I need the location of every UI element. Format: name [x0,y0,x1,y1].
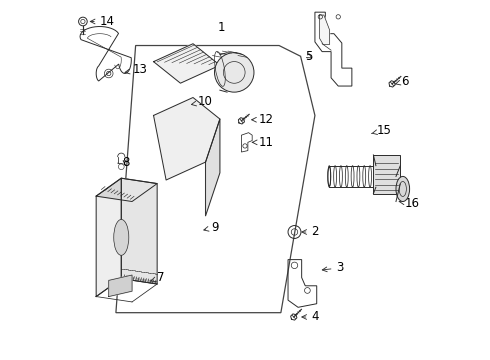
Text: 10: 10 [192,95,213,108]
Circle shape [215,53,254,92]
Text: 11: 11 [252,136,273,149]
Polygon shape [96,178,157,202]
Text: 16: 16 [399,197,419,210]
Text: 2: 2 [302,225,319,238]
Polygon shape [153,98,220,180]
Text: 1: 1 [218,21,225,34]
Polygon shape [153,44,220,83]
Polygon shape [205,119,220,216]
Text: 14: 14 [90,15,115,28]
Text: 6: 6 [395,75,409,88]
Text: 5: 5 [305,50,313,63]
Text: 15: 15 [371,124,392,137]
Text: 9: 9 [204,221,219,234]
Polygon shape [96,178,122,297]
Polygon shape [319,15,330,44]
Text: 12: 12 [252,113,273,126]
Text: 13: 13 [125,63,148,76]
Ellipse shape [396,176,410,202]
Text: 8: 8 [122,156,130,169]
Polygon shape [109,275,132,297]
Text: 4: 4 [302,310,319,324]
FancyBboxPatch shape [373,155,400,194]
Text: 3: 3 [322,261,344,274]
Ellipse shape [114,220,129,255]
Polygon shape [122,178,157,284]
Text: 7: 7 [151,271,165,284]
